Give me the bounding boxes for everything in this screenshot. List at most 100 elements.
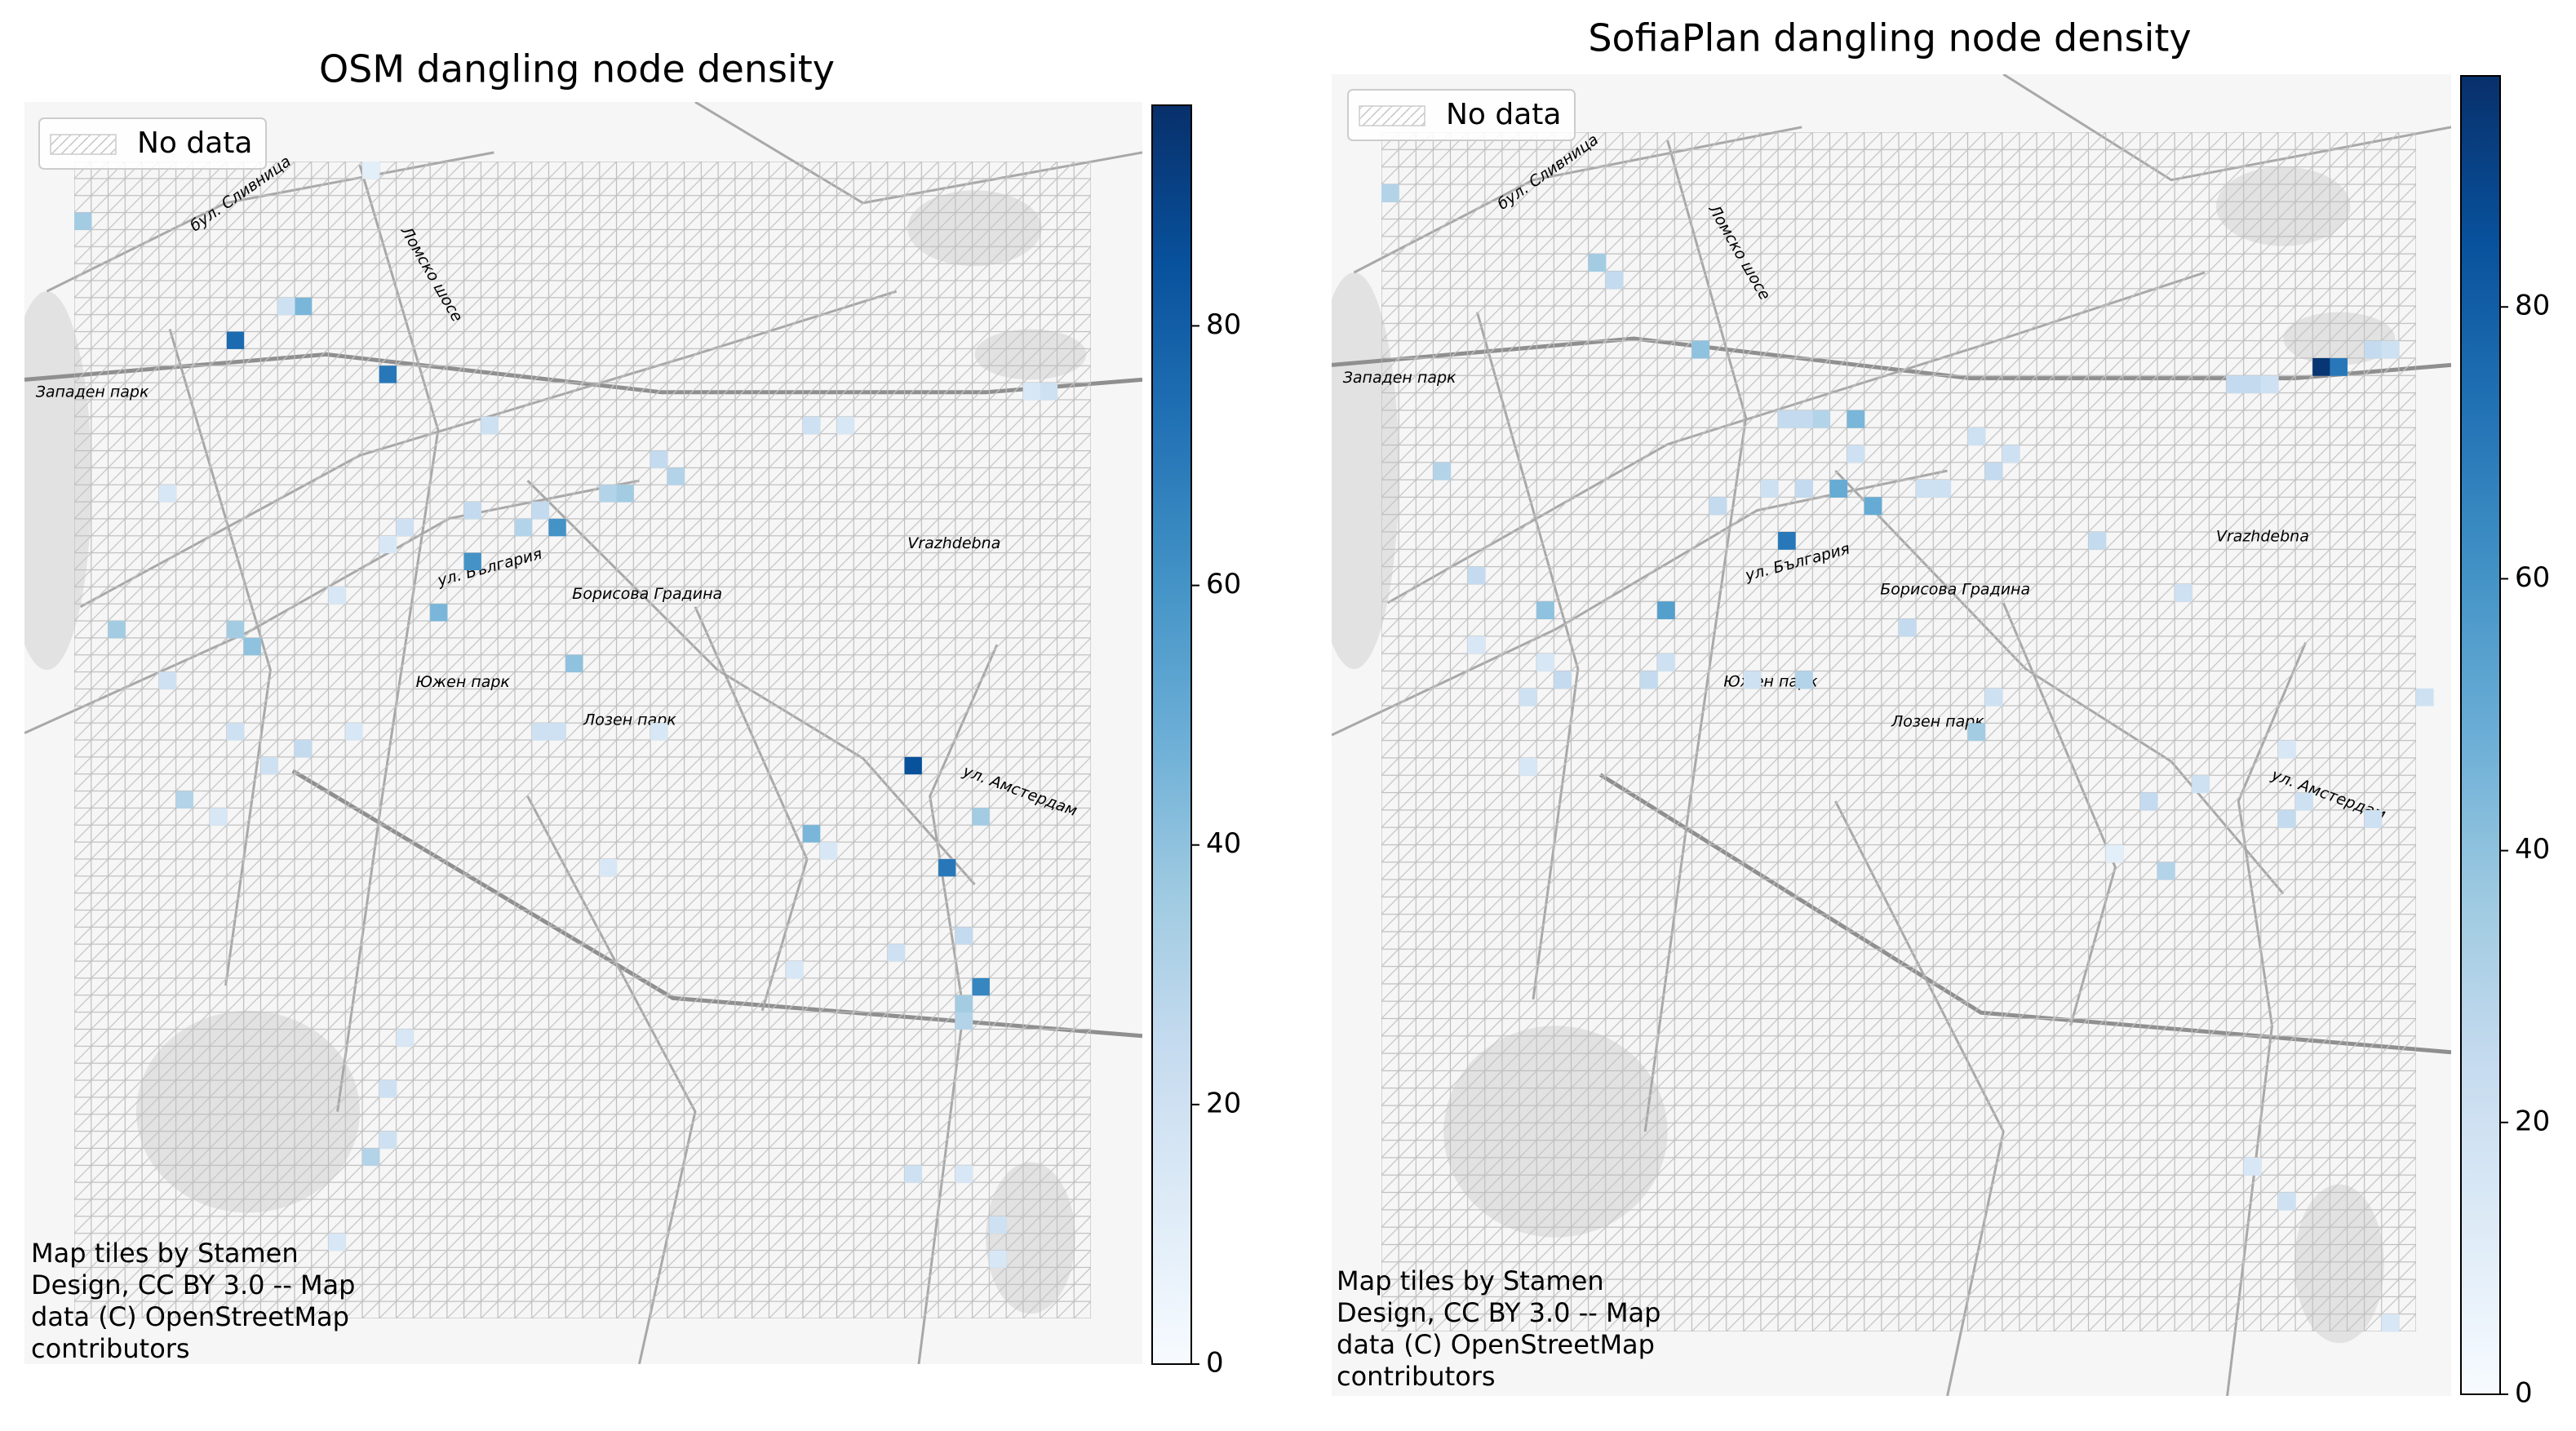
density-cell <box>108 621 126 639</box>
density-cell <box>243 637 261 656</box>
density-cell <box>802 825 821 843</box>
density-cell <box>2364 809 2383 828</box>
density-cell <box>1467 636 1486 654</box>
density-cell <box>2139 792 2158 811</box>
density-cell <box>2192 775 2210 794</box>
colorbar-tick-label: 80 <box>1206 308 1241 341</box>
density-cell <box>955 1012 973 1030</box>
density-cell <box>2088 532 2107 550</box>
legend-swatch <box>1359 105 1425 126</box>
no-data-grid <box>1381 132 2416 1331</box>
density-cell <box>1967 723 1986 742</box>
density-cell <box>955 995 973 1013</box>
density-cell <box>226 621 245 639</box>
map-label: Vrazhdebna <box>907 534 1000 552</box>
density-cell <box>531 502 549 520</box>
density-cell <box>599 858 618 877</box>
density-cell <box>2002 445 2020 463</box>
attribution: data (C) OpenStreetMap <box>1337 1329 1655 1360</box>
density-cell <box>904 756 922 775</box>
density-cell <box>1691 340 1710 359</box>
density-cell <box>955 1165 973 1183</box>
colorbar-tick-label: 0 <box>1206 1347 1224 1380</box>
density-cell <box>1933 480 1951 498</box>
density-cell <box>1984 688 2003 707</box>
density-cell <box>802 416 821 435</box>
density-cell <box>2381 1314 2400 1332</box>
density-cell <box>904 1165 922 1183</box>
density-cell <box>955 927 973 945</box>
chart-title: OSM dangling node density <box>319 47 835 91</box>
density-cell <box>1864 497 1882 516</box>
density-cell <box>1795 410 1813 428</box>
density-cell <box>1743 671 1762 689</box>
density-cell <box>650 450 668 468</box>
density-cell <box>514 518 533 537</box>
density-cell <box>1554 671 1572 689</box>
map-label: Борисова Градина <box>1880 580 2030 598</box>
colorbar-tick-label: 20 <box>1206 1087 1241 1119</box>
density-cell <box>1778 532 1796 550</box>
density-cell <box>74 212 92 230</box>
colorbar-tick-label: 60 <box>1206 568 1241 600</box>
density-cell <box>650 723 668 741</box>
density-cell <box>1519 757 1537 776</box>
map-label: Лозен парк <box>1891 712 1984 730</box>
density-cell <box>531 723 549 741</box>
density-cell <box>1657 653 1675 671</box>
density-cell <box>294 297 313 316</box>
density-cell <box>362 1148 380 1166</box>
density-cell <box>1467 566 1486 585</box>
density-cell <box>786 961 804 979</box>
density-cell <box>463 502 481 520</box>
map-label: Южен парк <box>416 673 511 691</box>
density-cell <box>1812 410 1830 428</box>
density-cell <box>463 552 481 570</box>
density-cell <box>379 366 397 383</box>
density-cell <box>226 331 245 349</box>
attribution: contributors <box>1337 1361 1496 1392</box>
colorbar <box>2460 75 2501 1395</box>
legend-label: No data <box>1446 98 1562 131</box>
density-cell <box>277 297 295 316</box>
density-cell <box>887 944 906 962</box>
density-cell <box>2157 862 2175 880</box>
density-cell <box>2295 792 2313 811</box>
density-cell <box>2277 740 2296 759</box>
attribution: data (C) OpenStreetMap <box>31 1301 349 1332</box>
attribution: Map tiles by Stamen <box>31 1238 299 1269</box>
density-cell <box>2330 357 2348 376</box>
density-cell <box>379 1131 397 1149</box>
density-cell <box>1519 688 1537 707</box>
density-cell <box>328 587 346 605</box>
density-cell <box>1916 480 1934 498</box>
density-cell <box>2226 375 2245 394</box>
colorbar-tick-label: 60 <box>2515 561 2550 594</box>
attribution: Design, CC BY 3.0 -- Map <box>1337 1297 1660 1328</box>
density-cell <box>158 485 177 503</box>
density-cell <box>548 723 566 741</box>
density-cell <box>989 1216 1007 1234</box>
legend-box <box>38 117 267 170</box>
density-cell <box>210 808 228 826</box>
density-cell <box>938 858 956 877</box>
density-cell <box>1605 271 1624 290</box>
density-cell <box>1536 653 1554 671</box>
density-cell <box>2175 583 2192 602</box>
density-cell <box>1984 462 2003 481</box>
density-cell <box>972 808 990 826</box>
density-cell <box>1536 601 1554 620</box>
map-label: Борисова Градина <box>572 585 722 603</box>
density-cell <box>548 518 566 537</box>
density-cell <box>1588 254 1607 272</box>
density-cell <box>989 1250 1007 1268</box>
map-label: Vrazhdebna <box>2216 528 2309 546</box>
density-cell <box>972 977 990 996</box>
attribution: Map tiles by Stamen <box>1337 1265 1604 1296</box>
density-cell <box>362 162 380 179</box>
density-cell <box>1847 410 1865 428</box>
density-cell <box>1829 480 1848 498</box>
density-cell <box>2416 688 2434 707</box>
